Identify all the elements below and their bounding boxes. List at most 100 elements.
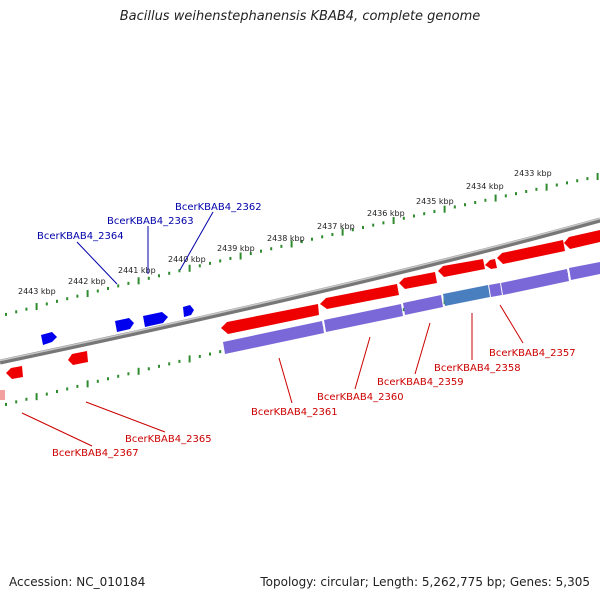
genome-summary: Topology: circular; Length: 5,262,775 bp… xyxy=(260,575,590,589)
scale-label: 2436 kbp xyxy=(367,209,405,218)
major-tick xyxy=(443,205,446,213)
label-BcerKBAB4_2365[interactable]: BcerKBAB4_2365 xyxy=(125,434,212,445)
map-title: Bacillus weihenstephanensis KBAB4, compl… xyxy=(119,9,481,24)
minor-tick xyxy=(474,200,477,204)
genome-backbone-highlight xyxy=(0,217,600,362)
scale-label: 2435 kbp xyxy=(416,197,454,206)
cds-features xyxy=(223,262,600,354)
minor-tick xyxy=(423,212,426,216)
leader-2365 xyxy=(85,401,166,433)
minor-tick xyxy=(127,281,130,285)
minor-tick xyxy=(76,294,79,298)
scale-label: 2438 kbp xyxy=(267,234,305,243)
minor-tick xyxy=(331,232,334,236)
gene-BcerKBAB4_2361[interactable] xyxy=(221,304,319,334)
minor-tick xyxy=(107,377,109,381)
cds-band-4 xyxy=(489,283,502,297)
gene-BcerKBAB4_2363[interactable] xyxy=(143,312,168,327)
leader-2361 xyxy=(278,357,293,404)
minor-tick xyxy=(66,297,69,301)
label-BcerKBAB4_2363[interactable]: BcerKBAB4_2363 xyxy=(107,216,194,227)
minor-tick xyxy=(117,284,120,288)
gene-BcerKBAB4_2357[interactable] xyxy=(497,240,565,264)
minor-tick xyxy=(270,247,273,251)
minor-tick xyxy=(56,390,58,394)
major-tick xyxy=(35,303,38,311)
minor-tick xyxy=(147,367,150,371)
major-tick xyxy=(545,183,548,191)
minor-tick xyxy=(515,192,517,196)
scale-label: 2443 kbp xyxy=(18,287,56,296)
scale-label: 2440 kbp xyxy=(168,255,206,264)
label-BcerKBAB4_2361[interactable]: BcerKBAB4_2361 xyxy=(251,407,338,418)
minor-tick xyxy=(453,205,456,209)
gene-BcerKBAB4_2359[interactable] xyxy=(399,272,437,289)
gene-BcerKBAB4_2358[interactable] xyxy=(438,259,485,277)
minor-tick xyxy=(219,350,222,354)
minor-tick xyxy=(311,237,313,241)
major-tick xyxy=(86,380,89,388)
minor-tick xyxy=(15,400,18,404)
leader-2357 xyxy=(499,304,524,344)
gene-BcerKBAB4_2362[interactable] xyxy=(183,305,194,317)
major-tick xyxy=(341,228,344,236)
major-tick xyxy=(188,355,191,363)
minor-tick xyxy=(96,289,99,293)
minor-tick xyxy=(280,244,283,248)
reverse-genes xyxy=(0,230,600,400)
gene-reverse-right[interactable] xyxy=(564,230,600,249)
label-leaders xyxy=(21,211,524,447)
gene-BcerKBAB4_2365[interactable] xyxy=(68,351,88,365)
accession-text: Accession: NC_010184 xyxy=(9,575,146,589)
label-BcerKBAB4_2358[interactable]: BcerKBAB4_2358 xyxy=(434,363,521,374)
gene-BcerKBAB4_2360[interactable] xyxy=(320,284,399,309)
label-BcerKBAB4_2359[interactable]: BcerKBAB4_2359 xyxy=(377,377,464,388)
scale-label: 2434 kbp xyxy=(466,182,504,191)
label-BcerKBAB4_2362[interactable]: BcerKBAB4_2362 xyxy=(175,202,262,213)
major-tick xyxy=(137,277,140,285)
minor-tick xyxy=(249,252,252,256)
minor-tick xyxy=(5,402,7,406)
gene-blue-small[interactable] xyxy=(41,332,57,345)
minor-tick xyxy=(198,264,201,268)
minor-tick xyxy=(351,228,354,232)
leader-2367 xyxy=(21,412,93,447)
outer-tick-ring xyxy=(5,172,599,316)
cds-band-6 xyxy=(569,262,600,280)
minor-tick xyxy=(300,240,303,244)
minor-tick xyxy=(535,187,538,191)
scale-label: 2442 kbp xyxy=(68,277,106,286)
label-BcerKBAB4_2364[interactable]: BcerKBAB4_2364 xyxy=(37,231,124,242)
label-BcerKBAB4_2360[interactable]: BcerKBAB4_2360 xyxy=(317,392,404,403)
minor-tick xyxy=(25,397,28,401)
minor-tick xyxy=(45,392,48,396)
minor-tick xyxy=(158,364,160,368)
genome-backbone xyxy=(0,217,600,365)
minor-tick xyxy=(25,307,28,311)
label-BcerKBAB4_2367[interactable]: BcerKBAB4_2367 xyxy=(52,448,139,459)
cds-band-1 xyxy=(223,321,324,354)
cds-band-3 xyxy=(403,295,443,315)
minor-tick xyxy=(504,194,507,198)
minor-tick xyxy=(260,249,262,253)
minor-tick xyxy=(382,221,385,225)
minor-tick xyxy=(168,271,171,275)
cds-band-highlight[interactable] xyxy=(443,285,490,306)
cds-band-2 xyxy=(324,304,403,332)
gene-BcerKBAB4_2364[interactable] xyxy=(115,318,134,332)
label-BcerKBAB4_2357[interactable]: BcerKBAB4_2357 xyxy=(489,348,576,359)
minor-tick xyxy=(525,189,528,193)
major-tick xyxy=(188,264,191,272)
gene-BcerKBAB4_2367[interactable] xyxy=(6,366,23,379)
minor-tick xyxy=(178,359,181,363)
minor-tick xyxy=(576,179,579,183)
gene-reverse-small[interactable] xyxy=(485,259,497,269)
major-tick xyxy=(494,194,497,202)
scale-labels: 2433 kbp 2434 kbp 2435 kbp 2436 kbp 2437 kbp… xyxy=(18,169,552,296)
major-tick xyxy=(137,367,140,375)
minor-tick xyxy=(586,177,589,181)
leader-2359 xyxy=(414,322,431,375)
minor-tick xyxy=(76,384,79,388)
minor-tick xyxy=(147,276,150,280)
